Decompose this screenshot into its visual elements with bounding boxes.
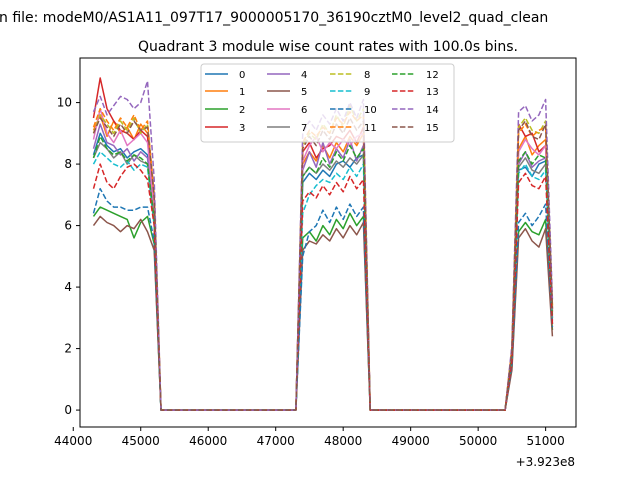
- y-tick-label: 4: [64, 280, 72, 294]
- y-tick-label: 6: [64, 219, 72, 233]
- x-axis-offset-label: +3.923e8: [516, 455, 575, 469]
- series-line-5: [92, 215, 554, 411]
- legend-label-12: 12: [426, 70, 439, 81]
- series-line-0: [92, 132, 554, 411]
- series-line-12: [92, 135, 554, 411]
- y-tick-label: 2: [64, 342, 72, 356]
- x-tick-label: 48000: [324, 434, 362, 448]
- series-line-14: [92, 80, 554, 411]
- y-tick-label: 8: [64, 157, 72, 171]
- legend-label-11: 11: [364, 123, 377, 134]
- series-line-10: [92, 187, 554, 411]
- figure-suptitle: n file: modeM0/AS1A11_097T17_9000005170_…: [0, 10, 548, 26]
- series-line-7: [92, 141, 554, 411]
- legend-label-13: 13: [426, 87, 439, 98]
- legend-label-8: 8: [364, 70, 370, 81]
- x-tick-label: 47000: [257, 434, 295, 448]
- x-tick-label: 49000: [392, 434, 430, 448]
- series-line-9: [92, 151, 554, 411]
- legend-label-10: 10: [364, 105, 377, 116]
- legend-label-0: 0: [239, 70, 245, 81]
- chart-title: Quadrant 3 module wise count rates with …: [138, 39, 518, 55]
- x-tick-label: 44000: [54, 434, 92, 448]
- series-line-2: [92, 206, 554, 411]
- legend-label-9: 9: [364, 87, 370, 98]
- y-tick-label: 10: [57, 96, 72, 110]
- series-line-15: [92, 117, 554, 411]
- legend-label-1: 1: [239, 87, 245, 98]
- series-line-6: [92, 107, 554, 411]
- x-tick-label: 46000: [189, 434, 227, 448]
- axes-frame: [79, 57, 577, 428]
- series-line-13: [92, 163, 554, 411]
- legend-label-5: 5: [301, 87, 307, 98]
- legend-label-14: 14: [426, 105, 439, 116]
- x-tick-label: 50000: [459, 434, 497, 448]
- x-tick-label: 45000: [122, 434, 160, 448]
- legend-label-2: 2: [239, 105, 245, 116]
- x-axis: 44000 45000 46000 47000 48000 49000 50000 51000: [54, 427, 565, 448]
- legend-label-7: 7: [301, 123, 307, 134]
- y-axis: 0 2 4 6 8 10: [57, 96, 80, 417]
- series-line-4: [92, 123, 554, 411]
- legend-box: [200, 63, 455, 143]
- x-tick-label: 51000: [527, 434, 565, 448]
- legend-label-6: 6: [301, 105, 307, 116]
- legend-label-15: 15: [426, 123, 439, 134]
- legend-label-3: 3: [239, 123, 245, 134]
- legend-label-4: 4: [301, 70, 307, 81]
- y-tick-label: 0: [64, 403, 72, 417]
- series-line-11: [92, 107, 554, 411]
